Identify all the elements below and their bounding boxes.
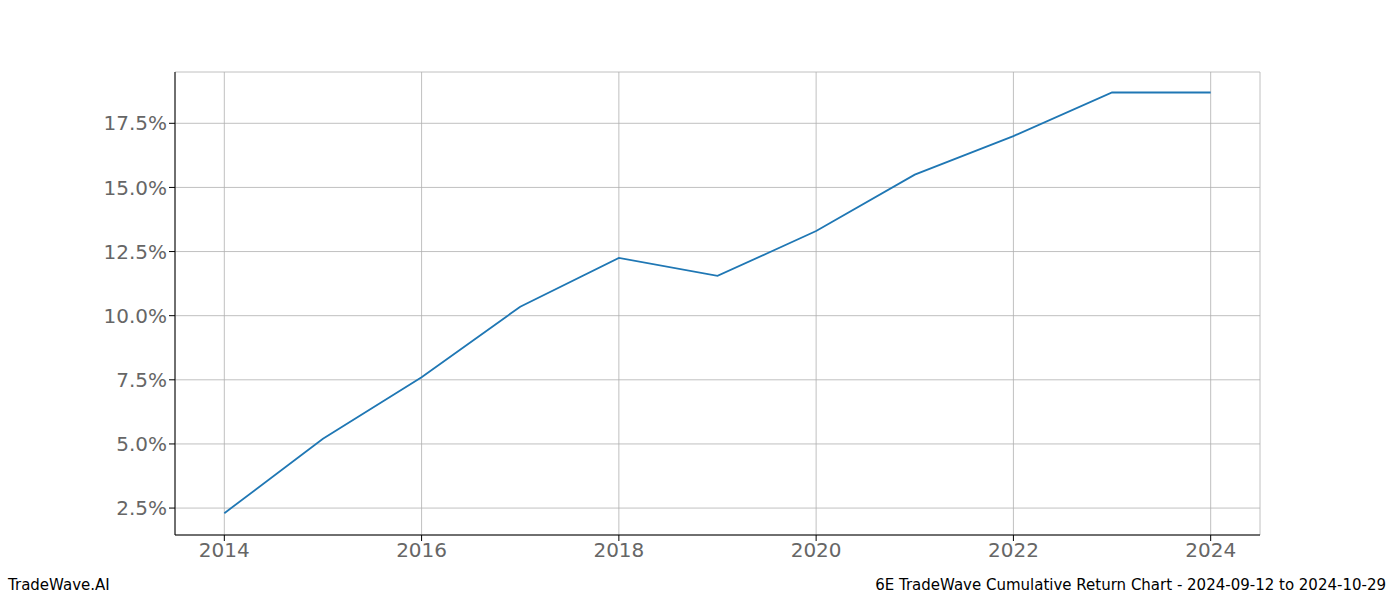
svg-text:2.5%: 2.5% <box>116 496 167 520</box>
svg-text:2024: 2024 <box>1185 538 1236 562</box>
svg-text:12.5%: 12.5% <box>103 240 167 264</box>
svg-text:2020: 2020 <box>791 538 842 562</box>
html-text:TradeWave.AI: TradeWave.AI <box>8 576 110 594</box>
svg-text:5.0%: 5.0% <box>116 432 167 456</box>
svg-text:17.5%: 17.5% <box>103 111 167 135</box>
svg-text:7.5%: 7.5% <box>116 368 167 392</box>
svg-text:2016: 2016 <box>396 538 447 562</box>
html-text:6E TradeWave Cumulative Return: 6E TradeWave Cumulative Return Chart - 2… <box>875 576 1386 594</box>
svg-text:2022: 2022 <box>988 538 1039 562</box>
svg-text:2018: 2018 <box>593 538 644 562</box>
svg-text:15.0%: 15.0% <box>103 176 167 200</box>
svg-text:2014: 2014 <box>199 538 250 562</box>
svg-text:10.0%: 10.0% <box>103 304 167 328</box>
